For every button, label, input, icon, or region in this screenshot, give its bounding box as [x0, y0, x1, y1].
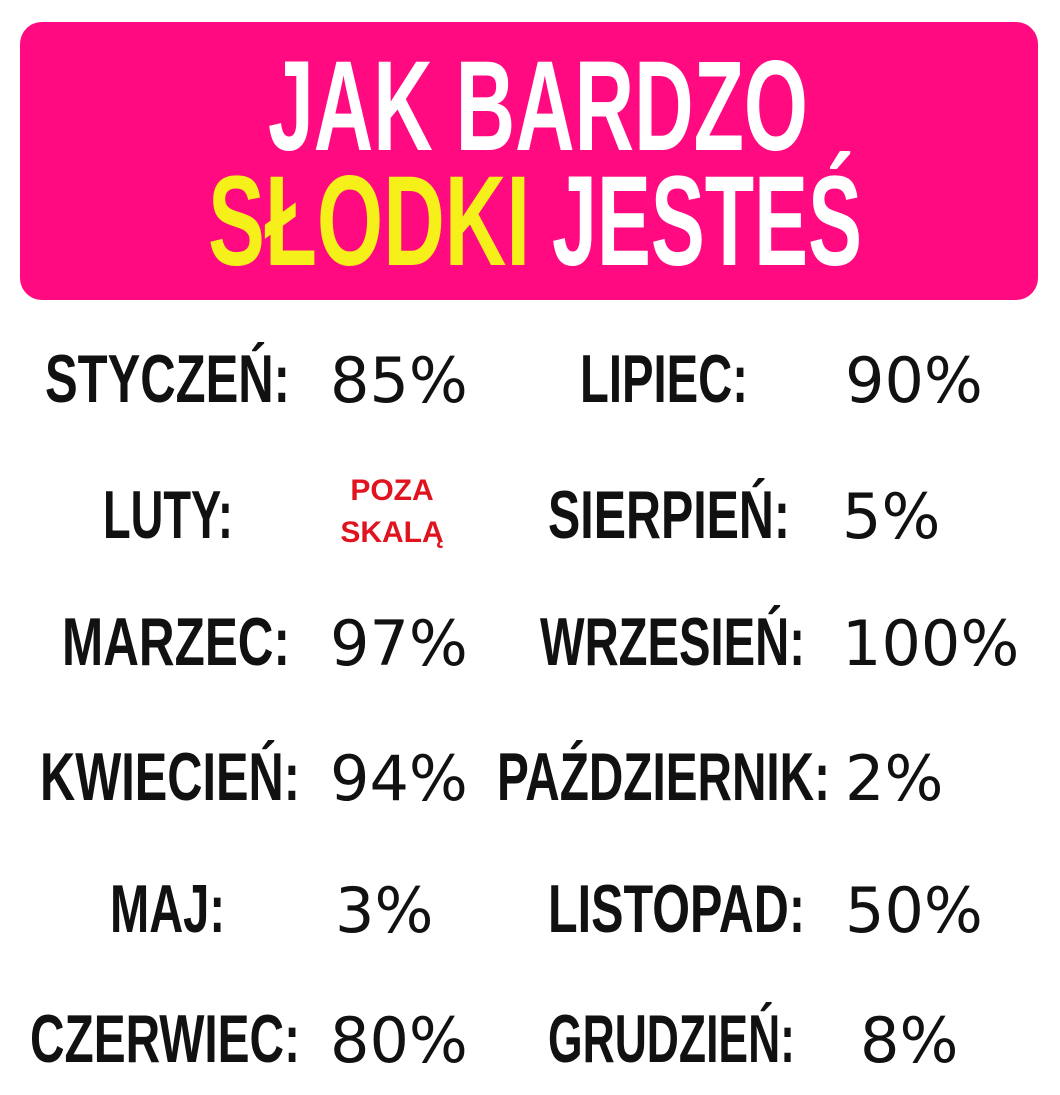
month-label: SIERPIEŃ: — [548, 477, 790, 553]
month-value: 8% — [860, 1004, 958, 1077]
month-label: KWIECIEŃ: — [40, 739, 300, 815]
month-label: LISTOPAD: — [548, 871, 805, 947]
month-value: 85% — [330, 344, 468, 417]
month-value: 94% — [330, 742, 468, 815]
month-value: 90% — [845, 344, 983, 417]
month-label: PAŹDZIERNIK: — [497, 739, 830, 815]
month-label: GRUDZIEŃ: — [548, 1001, 795, 1077]
title-line1: JAK BARDZO — [268, 35, 808, 178]
month-value: 3% — [335, 874, 433, 947]
month-value: 100% — [842, 607, 1019, 680]
month-label: CZERWIEC: — [30, 1001, 300, 1077]
off-scale-note: POZA — [350, 474, 433, 507]
title-rest: JESTEŚ — [552, 150, 862, 293]
title-highlight: SŁODKI — [208, 150, 530, 293]
month-label: LUTY: — [103, 477, 233, 553]
month-value: 80% — [330, 1004, 468, 1077]
month-value: 2% — [845, 742, 943, 815]
month-label: MARZEC: — [62, 604, 290, 680]
month-label: LIPIEC: — [580, 341, 748, 417]
month-label: STYCZEŃ: — [45, 341, 290, 417]
off-scale-note: SKALĄ — [340, 516, 443, 549]
month-label: MAJ: — [110, 871, 225, 947]
header-box — [20, 22, 1038, 300]
month-label: WRZESIEŃ: — [540, 604, 805, 680]
month-value: 5% — [842, 480, 940, 553]
month-value: 50% — [845, 874, 983, 947]
month-value: 97% — [330, 607, 468, 680]
